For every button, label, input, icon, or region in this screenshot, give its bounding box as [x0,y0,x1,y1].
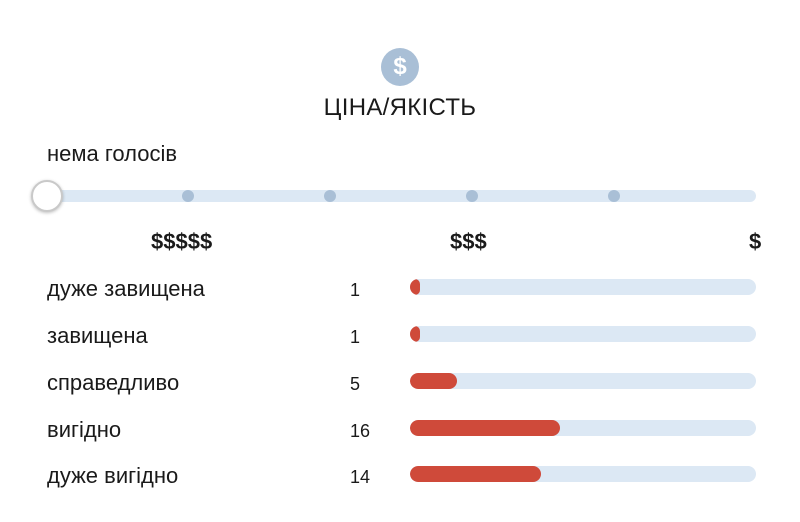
rating-row-track [410,420,756,436]
rating-row-label: дуже вигідно [47,463,179,488]
rating-row-label: вигідно [47,417,122,442]
dollar-icon: $ [381,48,419,86]
scale-label-middle: $$$ [450,229,487,254]
rating-row-count: 5 [350,374,361,394]
rating-row-track [410,466,756,482]
rating-row-count: 16 [350,421,371,441]
rating-row-label: дуже завищена [47,276,205,301]
slider-track[interactable] [46,190,756,202]
slider-step-dot[interactable] [324,190,336,202]
rating-row-track [410,326,756,342]
rating-row-label: справедливо [47,370,180,395]
rating-row-label: завищена [47,323,148,348]
vote-status: нема голосів [47,141,178,166]
rating-row-count: 1 [350,327,361,347]
rating-row-fill [410,420,560,436]
rating-row-track [410,279,756,295]
rating-row-track [410,373,756,389]
rating-row-count: 1 [350,280,361,300]
scale-label-expensive: $$$$$ [151,229,213,254]
rating-row-fill [410,466,541,482]
slider-step-dot[interactable] [182,190,194,202]
slider-step-dot[interactable] [608,190,620,202]
slider-step-dot[interactable] [466,190,478,202]
section-title: ЦІНА/ЯКІСТЬ [323,94,477,121]
rating-row-fill [410,373,457,389]
rating-row-count: 14 [350,467,371,487]
scale-label-cheap: $ [749,229,762,254]
rating-row-fill [410,326,420,342]
rating-row-fill [410,279,420,295]
slider-handle[interactable] [31,180,63,212]
